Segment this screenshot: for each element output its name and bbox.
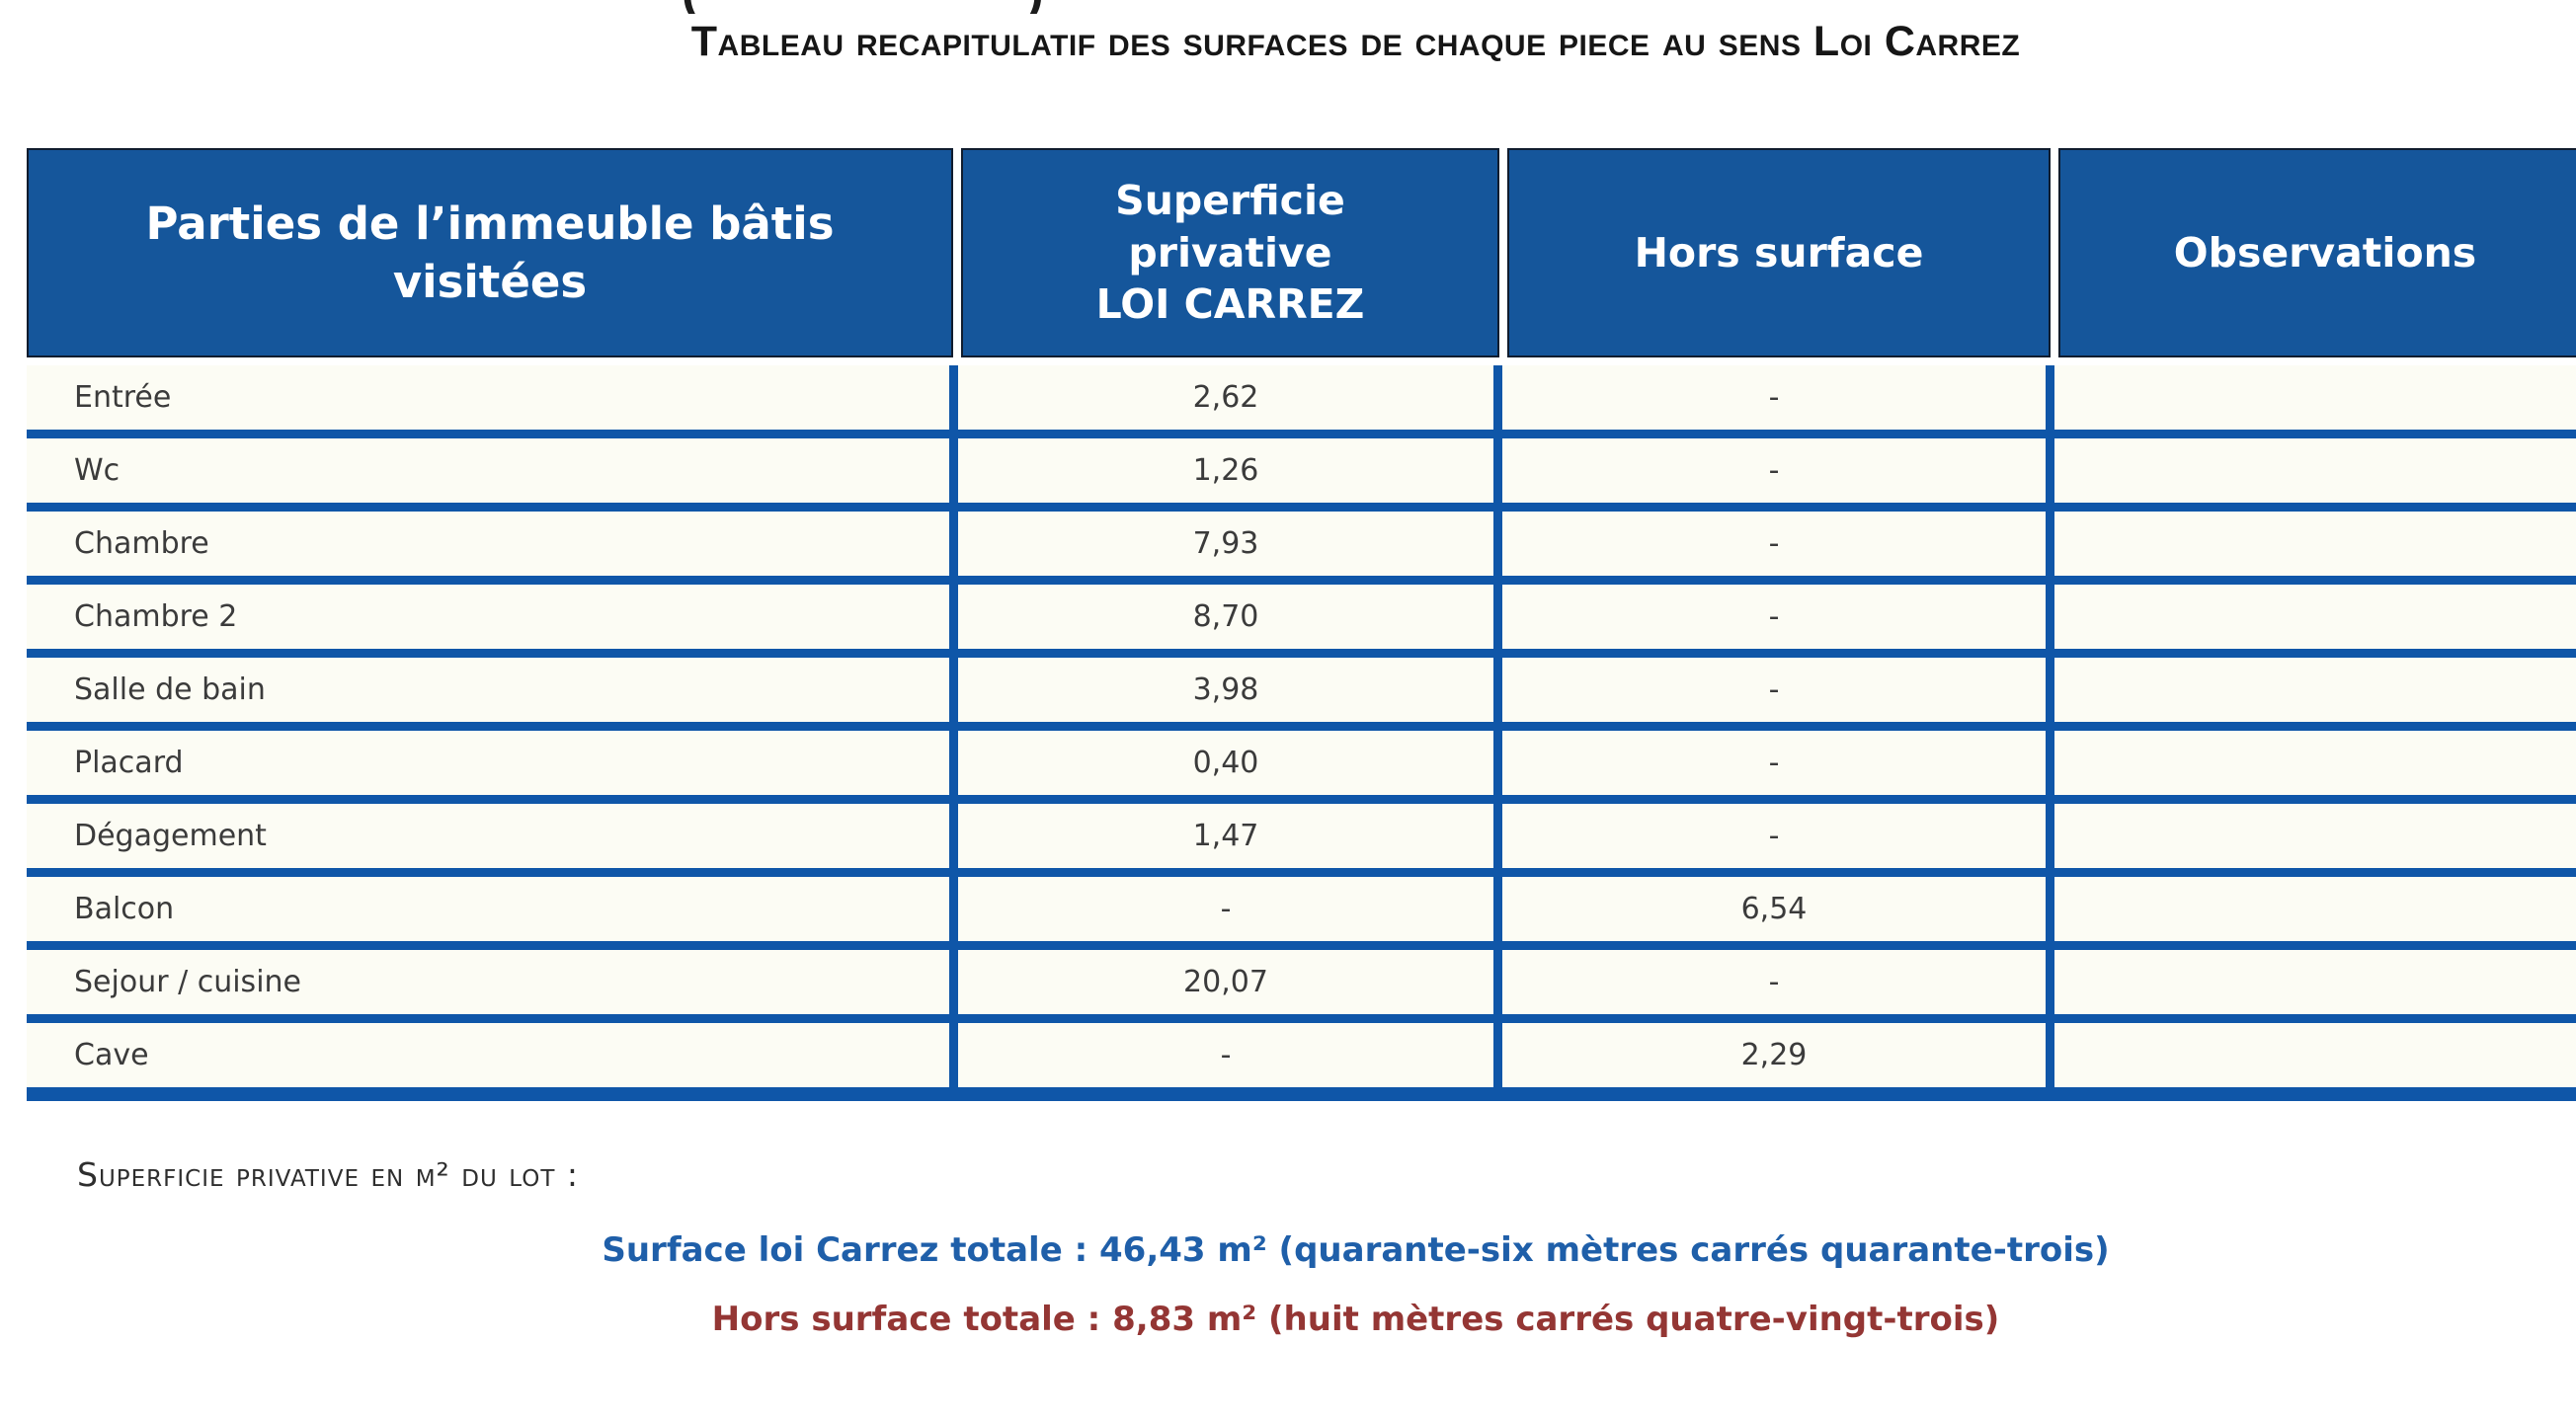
- table-header-row: Parties de l’immeuble bâtis visitées Sup…: [27, 148, 2576, 357]
- cell-observations: [2054, 950, 2576, 1014]
- header-parties-label: Parties de l’immeuble bâtis visitées: [145, 197, 835, 308]
- header-gap: [1499, 148, 1507, 357]
- cell-piece: Placard: [27, 731, 958, 795]
- table-row: Dégagement 1,47 -: [27, 804, 2576, 877]
- header-gap: [2051, 148, 2058, 357]
- cell-piece: Chambre: [27, 512, 958, 576]
- table-row: Sejour / cuisine 20,07 -: [27, 950, 2576, 1023]
- table-row: Chambre 2 8,70 -: [27, 585, 2576, 658]
- surfaces-table: Parties de l’immeuble bâtis visitées Sup…: [27, 148, 2576, 1101]
- clipped-previous-line: ( ): [0, 0, 2576, 14]
- cell-superficie: 1,26: [958, 438, 1502, 503]
- cell-hors: -: [1502, 512, 2054, 576]
- cell-hors: -: [1502, 658, 2054, 722]
- table-row: Chambre 7,93 -: [27, 512, 2576, 585]
- cell-piece: Salle de bain: [27, 658, 958, 722]
- table-row: Salle de bain 3,98 -: [27, 658, 2576, 731]
- cell-piece: Cave: [27, 1023, 958, 1087]
- cell-observations: [2054, 731, 2576, 795]
- header-gap: [953, 148, 961, 357]
- carrez-total-line: Surface loi Carrez totale : 46,43 m² (qu…: [602, 1230, 2110, 1270]
- cell-superficie: 20,07: [958, 950, 1502, 1014]
- header-superficie-line2: privative: [1128, 228, 1332, 276]
- cell-hors: -: [1502, 438, 2054, 503]
- cell-observations: [2054, 585, 2576, 649]
- table-row: Placard 0,40 -: [27, 731, 2576, 804]
- header-observations: Observations: [2058, 148, 2576, 357]
- cell-piece: Entrée: [27, 365, 958, 430]
- hors-total-line: Hors surface totale : 8,83 m² (huit mètr…: [711, 1300, 2000, 1339]
- cell-hors: -: [1502, 804, 2054, 868]
- cell-superficie: 1,47: [958, 804, 1502, 868]
- cell-hors: -: [1502, 731, 2054, 795]
- cell-superficie: -: [958, 1023, 1502, 1087]
- cell-hors: -: [1502, 950, 2054, 1014]
- header-superficie-line3: LOI CARREZ: [1095, 280, 1365, 329]
- cell-observations: [2054, 365, 2576, 430]
- cell-superficie: 3,98: [958, 658, 1502, 722]
- header-superficie-line1: Superficie: [1115, 177, 1345, 225]
- table-row: Cave - 2,29: [27, 1023, 2576, 1087]
- cell-piece: Chambre 2: [27, 585, 958, 649]
- cell-observations: [2054, 438, 2576, 503]
- table-row: Wc 1,26 -: [27, 438, 2576, 512]
- cell-superficie: 7,93: [958, 512, 1502, 576]
- table-row: Entrée 2,62 -: [27, 365, 2576, 438]
- header-hors-label: Hors surface: [1634, 229, 1924, 276]
- clipped-paren-left: (: [682, 0, 698, 14]
- cell-hors: 2,29: [1502, 1023, 2054, 1087]
- cell-superficie: 2,62: [958, 365, 1502, 430]
- cell-hors: -: [1502, 365, 2054, 430]
- cell-piece: Wc: [27, 438, 958, 503]
- table-row: Balcon - 6,54: [27, 877, 2576, 950]
- cell-observations: [2054, 658, 2576, 722]
- cell-hors: 6,54: [1502, 877, 2054, 941]
- clipped-paren-right: ): [1027, 0, 1044, 14]
- superficie-lot-label: Superficie privative en m² du lot :: [77, 1155, 580, 1194]
- header-superficie: Superficie privative LOI CARREZ: [961, 148, 1499, 357]
- cell-superficie: -: [958, 877, 1502, 941]
- cell-hors: -: [1502, 585, 2054, 649]
- cell-observations: [2054, 512, 2576, 576]
- page-title: Tableau recapitulatif des surfaces de ch…: [690, 18, 2021, 65]
- cell-observations: [2054, 804, 2576, 868]
- cell-piece: Dégagement: [27, 804, 958, 868]
- cell-piece: Balcon: [27, 877, 958, 941]
- cell-superficie: 8,70: [958, 585, 1502, 649]
- table-body: Entrée 2,62 - Wc 1,26 - Chambre 7,93 - C…: [27, 365, 2576, 1101]
- cell-piece: Sejour / cuisine: [27, 950, 958, 1014]
- header-hors: Hors surface: [1507, 148, 2051, 357]
- cell-superficie: 0,40: [958, 731, 1502, 795]
- header-observations-label: Observations: [2173, 229, 2477, 276]
- cell-observations: [2054, 1023, 2576, 1087]
- header-parties: Parties de l’immeuble bâtis visitées: [27, 148, 953, 357]
- cell-observations: [2054, 877, 2576, 941]
